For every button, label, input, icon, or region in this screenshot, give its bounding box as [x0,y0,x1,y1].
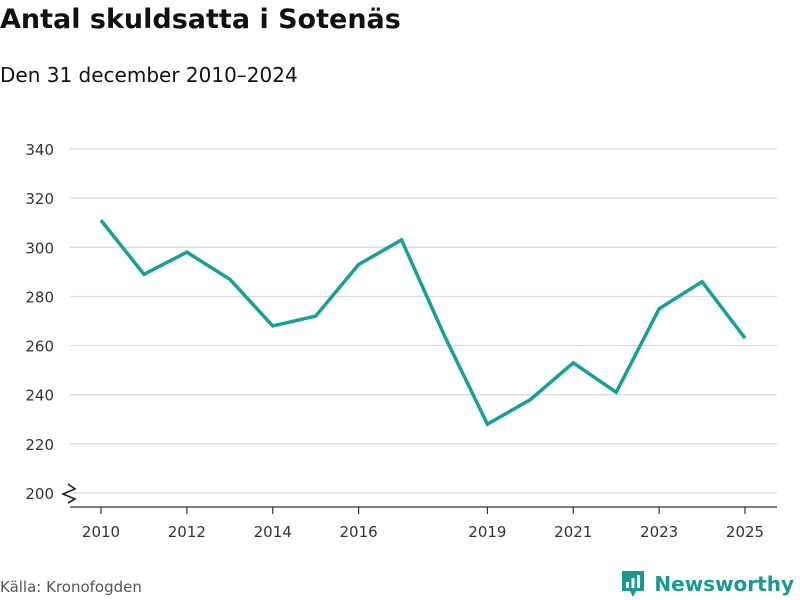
y-tick-label-320: 320 [25,190,54,208]
data-point-2012 [185,251,188,254]
data-point-2010 [100,219,103,222]
brand-name: Newsworthy [654,572,794,596]
x-tick-label-2010: 2010 [82,523,120,541]
series-line-0 [99,219,747,427]
data-point-2013 [228,278,231,281]
y-tick-label-200: 200 [25,485,54,503]
chart-subtitle: Den 31 december 2010–2024 [0,63,298,87]
chart-title: Antal skuldsatta i Sotenäs [0,4,401,35]
data-point-2011 [142,273,145,276]
y-tick-label-220: 220 [25,436,54,454]
x-tick-label-2025: 2025 [726,523,764,541]
data-point-2019 [486,423,489,426]
data-point-2021 [572,361,575,364]
data-point-2016 [357,263,360,266]
y-axis-break-mark [60,483,77,504]
x-tick-label-2016: 2016 [340,523,378,541]
data-point-2014 [271,324,274,327]
newsworthy-logo-icon [622,571,645,597]
source-note: Källa: Kronofogden [0,578,142,596]
y-tick-label-300: 300 [25,239,54,257]
y-tick-label-260: 260 [25,338,54,356]
x-tick-label-2019: 2019 [468,523,506,541]
data-point-2020 [529,398,532,401]
x-tick-label-2014: 2014 [254,523,292,541]
data-point-2022 [615,391,618,394]
y-tick-label-340: 340 [25,141,54,159]
data-point-2025 [744,337,747,340]
x-tick-label-2021: 2021 [554,523,592,541]
brand-logo: Newsworthy [620,569,794,599]
data-point-2023 [658,307,661,310]
x-tick-label-2023: 2023 [640,523,678,541]
data-point-2015 [314,315,317,318]
y-tick-label-280: 280 [25,288,54,306]
data-point-2018 [443,334,446,337]
data-point-2024 [701,280,704,283]
data-point-2017 [400,238,403,241]
y-tick-label-240: 240 [25,387,54,405]
x-tick-label-2012: 2012 [168,523,206,541]
